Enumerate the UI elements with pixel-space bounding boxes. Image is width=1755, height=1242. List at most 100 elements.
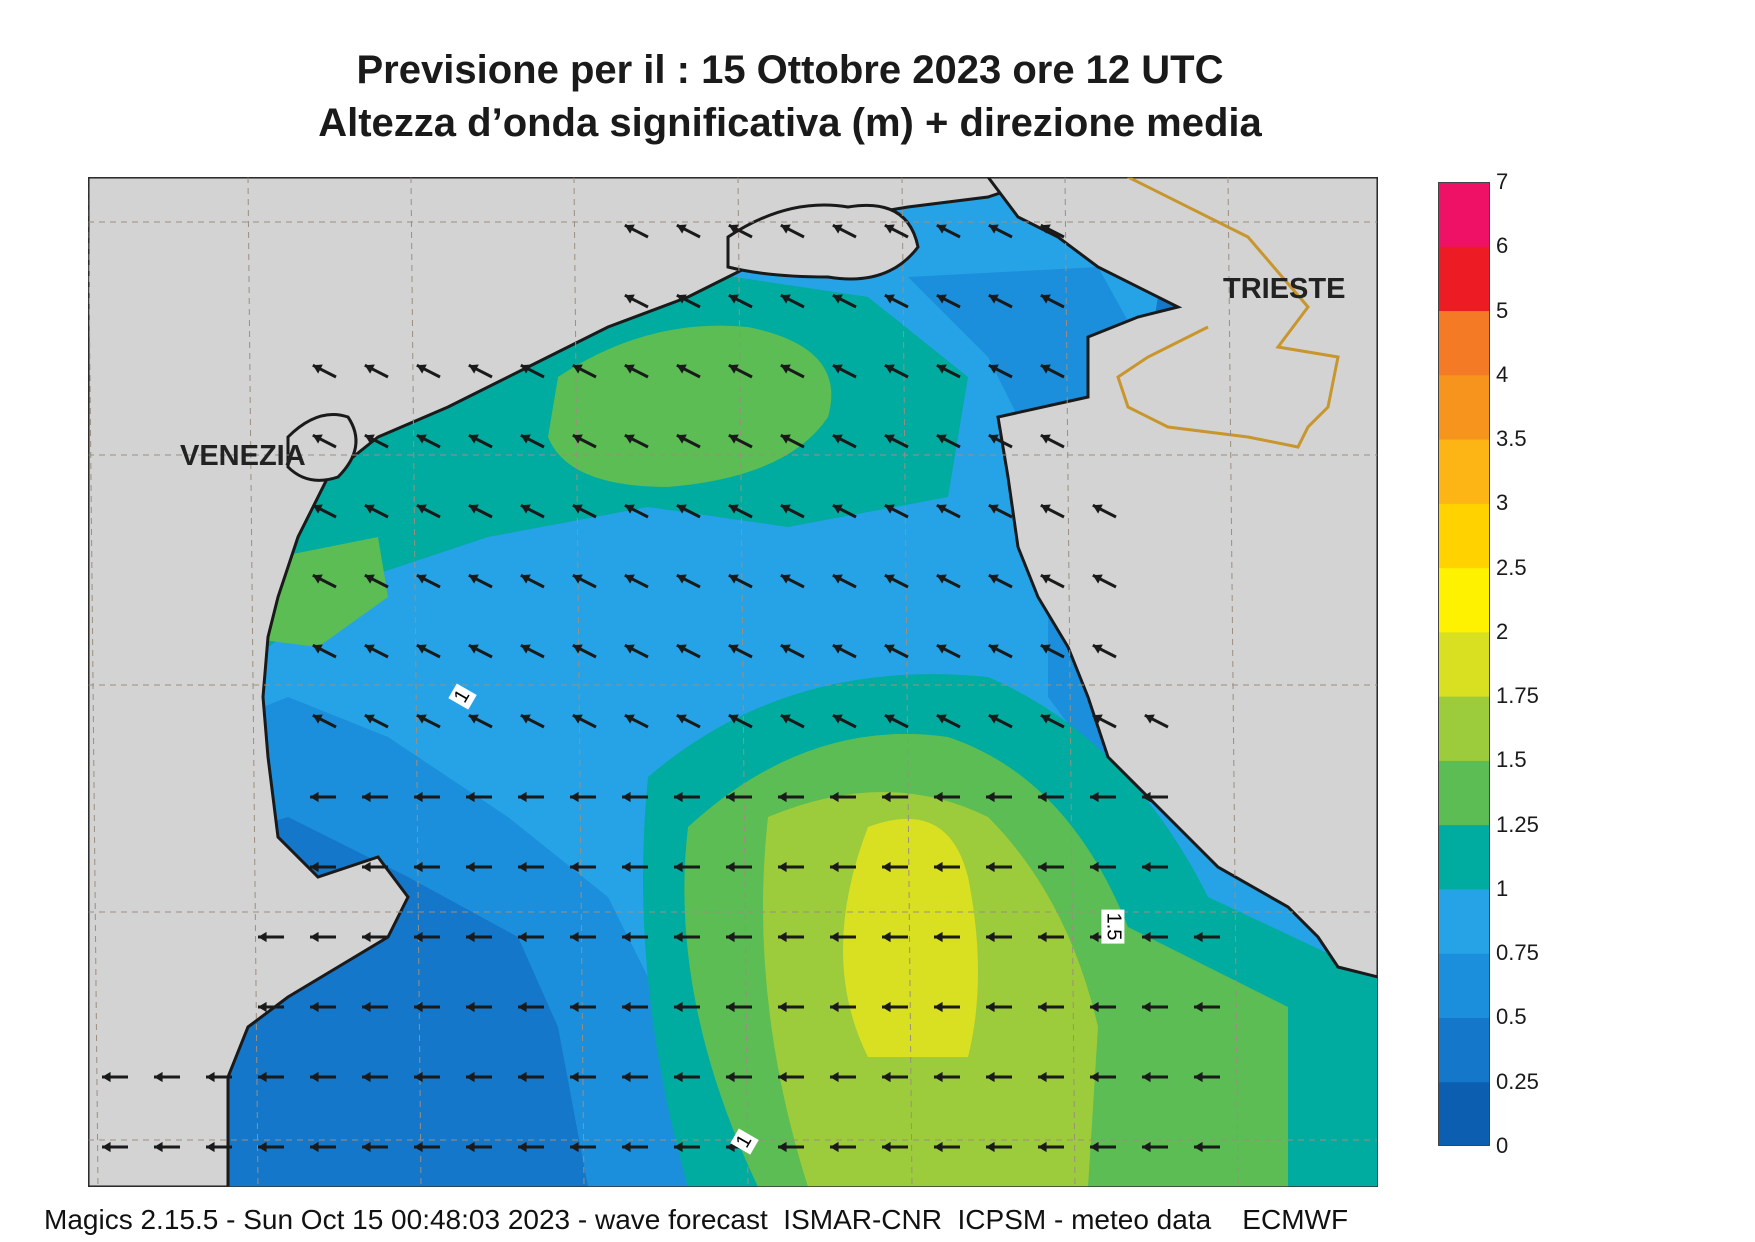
wave-direction-arrow — [520, 573, 545, 589]
wave-direction-arrow — [414, 1141, 440, 1153]
wave-direction-arrow — [520, 433, 545, 449]
wave-direction-arrow — [1038, 1071, 1064, 1083]
wave-direction-arrow — [1142, 931, 1168, 943]
forecast-title: Previsione per il : 15 Ottobre 2023 ore … — [356, 48, 1224, 92]
wave-height-map-canvas — [88, 177, 1378, 1187]
wave-direction-arrow — [728, 223, 753, 239]
wave-direction-arrow — [726, 791, 752, 803]
wave-direction-arrow — [468, 503, 493, 519]
wave-direction-arrow — [518, 1071, 544, 1083]
wave-direction-arrow — [780, 223, 805, 239]
wave-direction-arrow — [468, 713, 493, 729]
wave-direction-arrow — [570, 861, 596, 873]
legend-swatch — [1438, 1017, 1490, 1083]
wave-direction-arrow — [1092, 643, 1117, 659]
wave-direction-arrow — [728, 573, 753, 589]
graticule-meridian — [247, 177, 259, 1187]
wave-direction-arrow — [882, 1001, 908, 1013]
wave-direction-arrow — [258, 1001, 284, 1013]
wave-map: VENEZIA TRIESTE 1 1.5 1 — [88, 177, 1378, 1187]
wave-direction-arrow — [988, 433, 1013, 449]
wave-direction-arrows — [102, 223, 1220, 1153]
wave-direction-arrow — [986, 1141, 1012, 1153]
wave-direction-arrow — [988, 573, 1013, 589]
wave-direction-arrow — [780, 503, 805, 519]
wave-direction-arrow — [570, 931, 596, 943]
wave-direction-arrow — [884, 713, 909, 729]
wave-direction-arrow — [622, 1141, 648, 1153]
wave-direction-arrow — [884, 433, 909, 449]
wave-direction-arrow — [882, 1071, 908, 1083]
wave-direction-arrow — [416, 713, 441, 729]
wave-direction-arrow — [1090, 791, 1116, 803]
city-label-venezia: VENEZIA — [180, 440, 306, 472]
land-grado-lagoon — [726, 203, 920, 281]
wave-direction-arrow — [518, 1141, 544, 1153]
wave-direction-arrow — [1038, 861, 1064, 873]
wave-direction-arrow — [832, 713, 857, 729]
wave-direction-arrow — [258, 931, 284, 943]
legend-swatch — [1438, 439, 1490, 504]
wave-direction-arrow — [830, 791, 856, 803]
wave-direction-arrow — [934, 1001, 960, 1013]
wave-direction-arrow — [364, 713, 389, 729]
wave-direction-arrow — [728, 503, 753, 519]
wave-direction-arrow — [416, 503, 441, 519]
wave-direction-arrow — [936, 293, 961, 309]
wave-direction-arrow — [258, 1071, 284, 1083]
sea-band-175-2-core — [843, 818, 978, 1057]
wave-direction-arrow — [778, 861, 804, 873]
wave-direction-arrow — [988, 293, 1013, 309]
wave-direction-arrow — [466, 791, 492, 803]
graticule-meridian — [1064, 177, 1076, 1187]
wave-direction-arrow — [936, 433, 961, 449]
wave-direction-arrow — [312, 643, 337, 659]
wave-direction-arrow — [572, 363, 597, 379]
wave-direction-arrow — [676, 503, 701, 519]
wave-direction-arrow — [414, 861, 440, 873]
wave-direction-arrow — [1090, 861, 1116, 873]
wave-direction-arrow — [414, 931, 440, 943]
wave-direction-arrow — [572, 643, 597, 659]
wave-direction-arrow — [832, 503, 857, 519]
wave-direction-arrow — [624, 713, 649, 729]
wave-direction-arrow — [468, 363, 493, 379]
wave-direction-arrow — [364, 503, 389, 519]
wave-direction-arrow — [986, 1001, 1012, 1013]
wave-direction-arrow — [882, 791, 908, 803]
wave-direction-arrow — [780, 293, 805, 309]
wave-direction-arrow — [518, 791, 544, 803]
wave-direction-arrow — [466, 1141, 492, 1153]
wave-direction-arrow — [882, 861, 908, 873]
legend-tick-label: 7 — [1496, 169, 1509, 194]
legend-tick-label: 0.75 — [1496, 940, 1539, 966]
wave-direction-arrow — [830, 1141, 856, 1153]
wave-direction-arrow — [674, 1071, 700, 1083]
wave-direction-arrow — [1038, 791, 1064, 803]
footer-credits: Magics 2.15.5 - Sun Oct 15 00:48:03 2023… — [44, 1204, 1349, 1235]
wave-direction-arrow — [1194, 931, 1220, 943]
legend-swatch — [1438, 567, 1490, 633]
wave-direction-arrow — [312, 573, 337, 589]
wave-direction-arrow — [988, 643, 1013, 659]
wave-direction-arrow — [572, 713, 597, 729]
wave-direction-arrow — [778, 1141, 804, 1153]
wave-direction-arrow — [936, 713, 961, 729]
legend-swatch — [1438, 374, 1490, 440]
wave-direction-arrow — [310, 1141, 336, 1153]
wave-direction-arrow — [1040, 643, 1065, 659]
wave-direction-arrow — [884, 643, 909, 659]
wave-direction-arrow — [934, 1141, 960, 1153]
wave-direction-arrow — [102, 1071, 128, 1083]
wave-direction-arrow — [936, 503, 961, 519]
legend-tick-label: 0.25 — [1496, 1068, 1539, 1094]
wave-direction-arrow — [936, 223, 961, 239]
wave-direction-arrow — [206, 1141, 232, 1153]
wave-direction-arrow — [728, 293, 753, 309]
legend-tick-label: 3.5 — [1496, 426, 1527, 452]
wave-direction-arrow — [726, 1071, 752, 1083]
wave-direction-arrow — [676, 433, 701, 449]
wave-direction-arrow — [988, 503, 1013, 519]
wave-direction-arrow — [570, 1001, 596, 1013]
legend-tick-label: 6 — [1496, 233, 1509, 259]
